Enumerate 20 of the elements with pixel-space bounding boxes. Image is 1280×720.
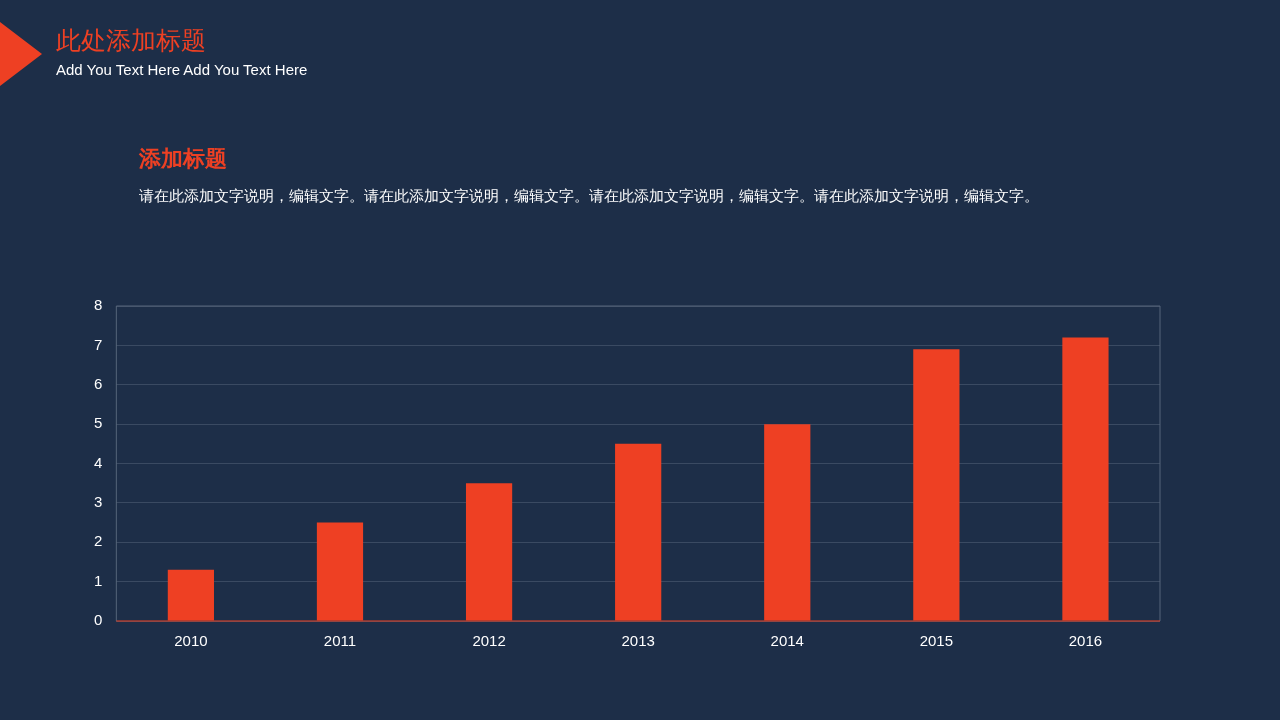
y-tick-label: 3 bbox=[94, 493, 103, 511]
x-tick-label: 2010 bbox=[174, 632, 208, 650]
y-tick-label: 5 bbox=[94, 414, 103, 432]
x-tick-label: 2013 bbox=[621, 632, 655, 650]
x-tick-label: 2012 bbox=[472, 632, 506, 650]
y-tick-label: 1 bbox=[94, 571, 103, 589]
chart-title: 此处添加标题 bbox=[56, 25, 206, 56]
text: 请在此添加文字说明，编辑文字。请在此添加文字说明，编辑文字。请在此添加文字说明，编辑文字。请在此添加文字说明，编辑文字。 bbox=[139, 187, 1039, 206]
x-tick-label: 2011 bbox=[323, 632, 357, 650]
y-tick-label: 0 bbox=[94, 611, 103, 629]
y-tick-label: 6 bbox=[94, 374, 103, 392]
x-tick-label: 2015 bbox=[919, 632, 954, 650]
x-tick-label: 2016 bbox=[1068, 632, 1103, 650]
y-tick-label: 4 bbox=[94, 453, 103, 471]
y-tick-label: 8 bbox=[94, 296, 103, 314]
chart-subtitle: Add You Text Here Add You Text Here bbox=[56, 61, 308, 78]
x-tick-label: 2014 bbox=[770, 632, 804, 650]
y-tick-label: 2 bbox=[94, 532, 103, 550]
text: 添加标题 bbox=[139, 145, 227, 173]
y-tick-label: 7 bbox=[94, 335, 103, 353]
